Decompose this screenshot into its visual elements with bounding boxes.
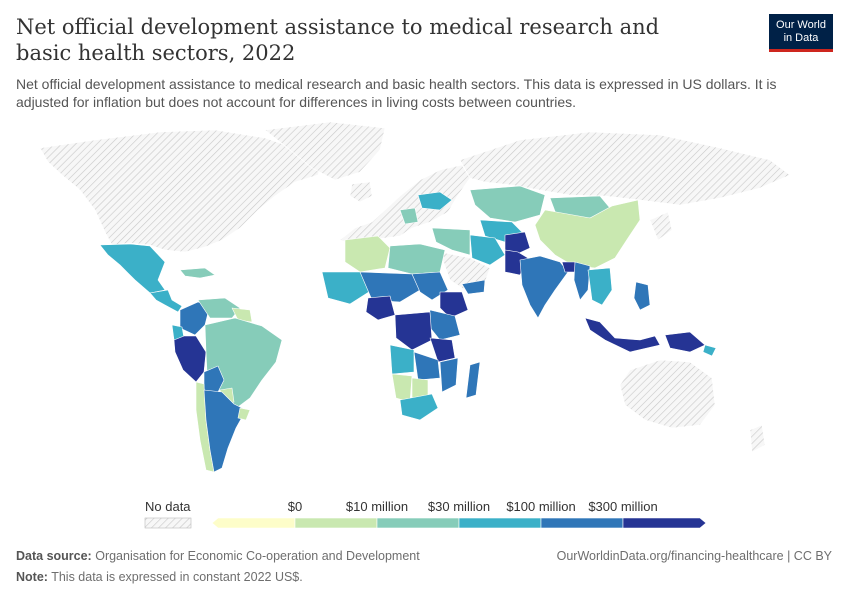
region-mozambique[interactable]: [439, 357, 459, 393]
legend-bin-4[interactable]: [540, 517, 624, 529]
region-iceland-uk[interactable]: [349, 181, 373, 203]
region-north-africa-west[interactable]: [344, 235, 391, 273]
legend-no-data-swatch[interactable]: [144, 517, 192, 529]
legend-no-data-label: No data: [145, 499, 191, 514]
map-legend: No data $0 $10 million $30 million $100 …: [144, 499, 707, 529]
legend-tick-1: $10 million: [346, 499, 408, 514]
region-philippines[interactable]: [633, 281, 651, 311]
region-sahel-west[interactable]: [321, 271, 373, 305]
footer-source: Data source: Organisation for Economic C…: [16, 549, 420, 563]
region-central-america[interactable]: [149, 289, 183, 313]
region-kazakhstan[interactable]: [469, 185, 546, 223]
region-china[interactable]: [534, 199, 641, 269]
region-guianas[interactable]: [231, 307, 253, 323]
legend-tick-4: $300 million: [588, 499, 657, 514]
region-madagascar[interactable]: [465, 361, 481, 399]
region-tanzania[interactable]: [429, 337, 456, 363]
region-pacific-islands[interactable]: [702, 344, 717, 357]
region-yemen[interactable]: [461, 279, 486, 295]
logo-line-2: in Data: [783, 32, 819, 44]
region-congo[interactable]: [394, 311, 433, 351]
region-indonesia[interactable]: [584, 317, 661, 353]
region-ethiopia[interactable]: [439, 291, 469, 319]
region-nigeria[interactable]: [365, 295, 396, 321]
region-namibia[interactable]: [391, 373, 413, 403]
source-label: Data source:: [16, 549, 92, 563]
region-europe[interactable]: [339, 164, 471, 245]
legend-tick-2: $30 million: [428, 499, 490, 514]
region-zambia-malawi[interactable]: [413, 351, 441, 381]
legend-tick-0: $0: [288, 499, 302, 514]
note-text: This data is expressed in constant 2022 …: [51, 570, 303, 584]
region-myanmar[interactable]: [573, 261, 591, 301]
logo-line-1: Our World: [776, 19, 826, 31]
region-angola[interactable]: [389, 344, 415, 375]
region-argentina[interactable]: [203, 389, 247, 473]
region-papua-new-guinea[interactable]: [664, 331, 706, 353]
site-link[interactable]: OurWorldinData.org/financing-healthcare …: [556, 549, 832, 563]
source-text[interactable]: Organisation for Economic Co-operation a…: [95, 549, 420, 563]
region-greenland[interactable]: [264, 121, 386, 181]
region-southeast-asia[interactable]: [587, 267, 613, 306]
region-mexico[interactable]: [99, 243, 166, 294]
legend-bin-2[interactable]: [376, 517, 460, 529]
legend-bin-5[interactable]: [622, 517, 707, 529]
legend-bin-0[interactable]: [211, 517, 296, 529]
region-uruguay[interactable]: [237, 407, 251, 421]
region-afghanistan[interactable]: [504, 231, 531, 256]
region-japan[interactable]: [649, 211, 673, 241]
chart-subtitle: Net official development assistance to m…: [16, 76, 777, 110]
region-sahel-central[interactable]: [359, 271, 421, 303]
legend-bin-1[interactable]: [294, 517, 378, 529]
legend-bin-3[interactable]: [458, 517, 542, 529]
region-north-america[interactable]: [39, 129, 323, 253]
note-label: Note:: [16, 570, 48, 584]
region-caribbean[interactable]: [179, 267, 216, 279]
region-russia[interactable]: [459, 131, 791, 206]
owid-logo[interactable]: Our World in Data: [769, 14, 833, 52]
region-india[interactable]: [519, 255, 569, 319]
chart-title: Net official development assistance to m…: [16, 15, 660, 65]
footer-note: Note: This data is expressed in constant…: [16, 570, 303, 584]
region-ukraine[interactable]: [417, 191, 453, 211]
region-south-africa[interactable]: [399, 393, 439, 421]
region-peru[interactable]: [173, 335, 207, 383]
world-map: [39, 121, 791, 473]
region-middle-east[interactable]: [431, 227, 471, 256]
region-new-zealand[interactable]: [749, 424, 766, 453]
region-balkans[interactable]: [399, 207, 419, 225]
region-iran[interactable]: [469, 234, 506, 266]
legend-tick-3: $100 million: [506, 499, 575, 514]
region-north-africa-east[interactable]: [387, 243, 446, 275]
region-australia[interactable]: [619, 359, 716, 429]
